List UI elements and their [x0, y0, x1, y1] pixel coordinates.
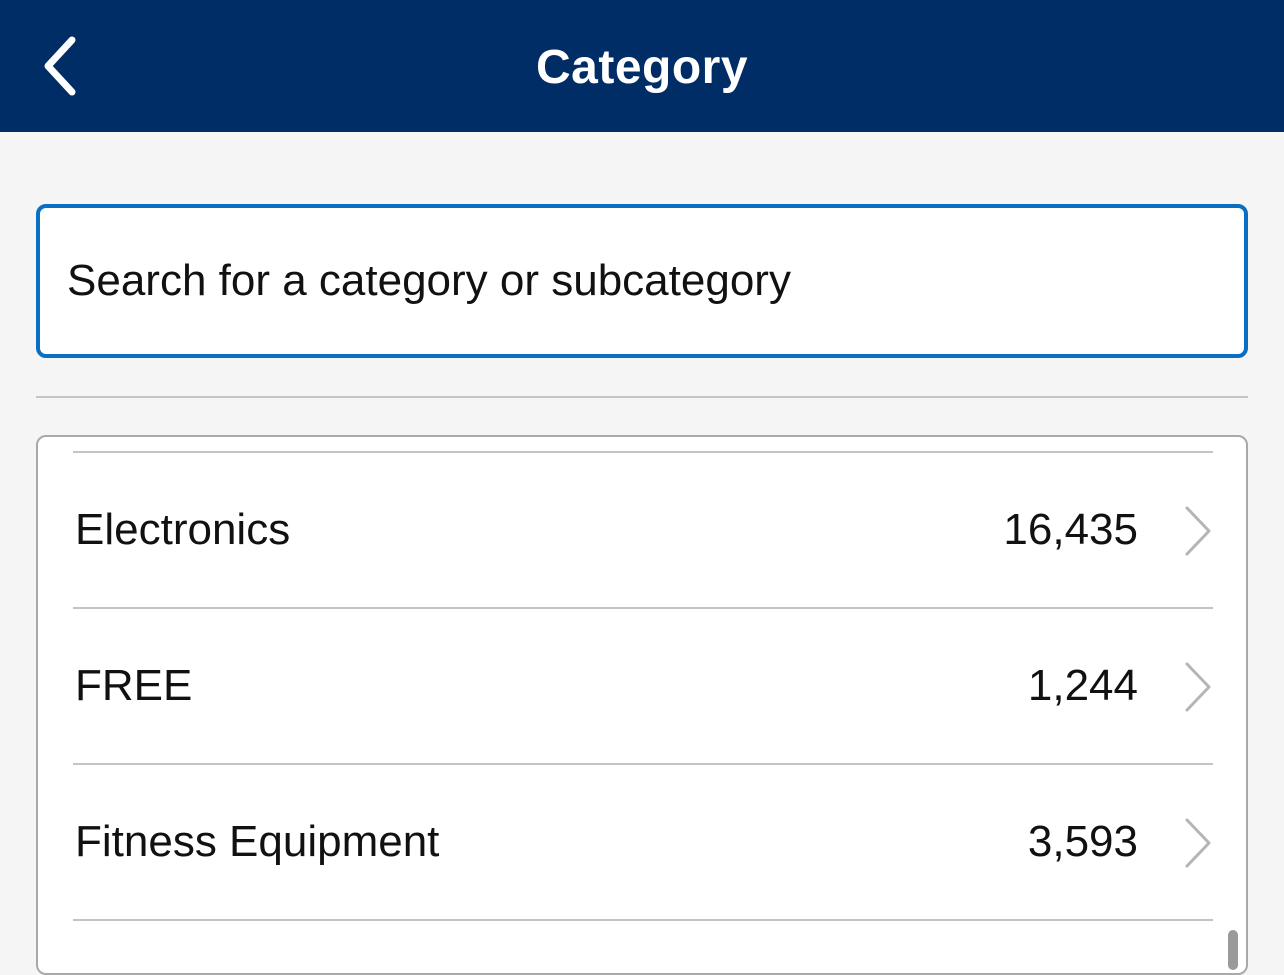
row-separator	[73, 607, 1213, 609]
category-count: 1,244	[1027, 661, 1138, 710]
page-title: Category	[535, 41, 749, 94]
category-label: Fitness Equipment	[75, 817, 440, 866]
chevron-left-icon	[44, 36, 76, 96]
chevron-right-icon	[1185, 662, 1211, 712]
category-label: FREE	[75, 661, 193, 710]
category-label: Electronics	[75, 505, 291, 554]
category-row-electronics[interactable]: Electronics 16,435	[73, 453, 1213, 609]
chevron-right-icon	[1185, 506, 1211, 556]
category-count: 16,435	[1003, 505, 1138, 554]
search-input[interactable]	[40, 208, 1244, 354]
list-scrollbar[interactable]	[1228, 930, 1238, 970]
category-row-fitness-equipment[interactable]: Fitness Equipment 3,593	[73, 765, 1213, 921]
back-button[interactable]	[30, 30, 90, 102]
app-header: Category	[0, 0, 1284, 132]
category-count: 3,593	[1027, 817, 1138, 866]
category-row-free[interactable]: FREE 1,244	[73, 609, 1213, 765]
section-divider	[36, 396, 1248, 398]
chevron-right-icon	[1185, 818, 1211, 868]
search-field[interactable]	[36, 204, 1248, 358]
list-top-separator	[73, 451, 1213, 453]
row-separator	[73, 919, 1213, 921]
row-separator	[73, 763, 1213, 765]
category-list[interactable]: Electronics 16,435 FREE 1,244 Fitness Eq…	[36, 435, 1248, 975]
